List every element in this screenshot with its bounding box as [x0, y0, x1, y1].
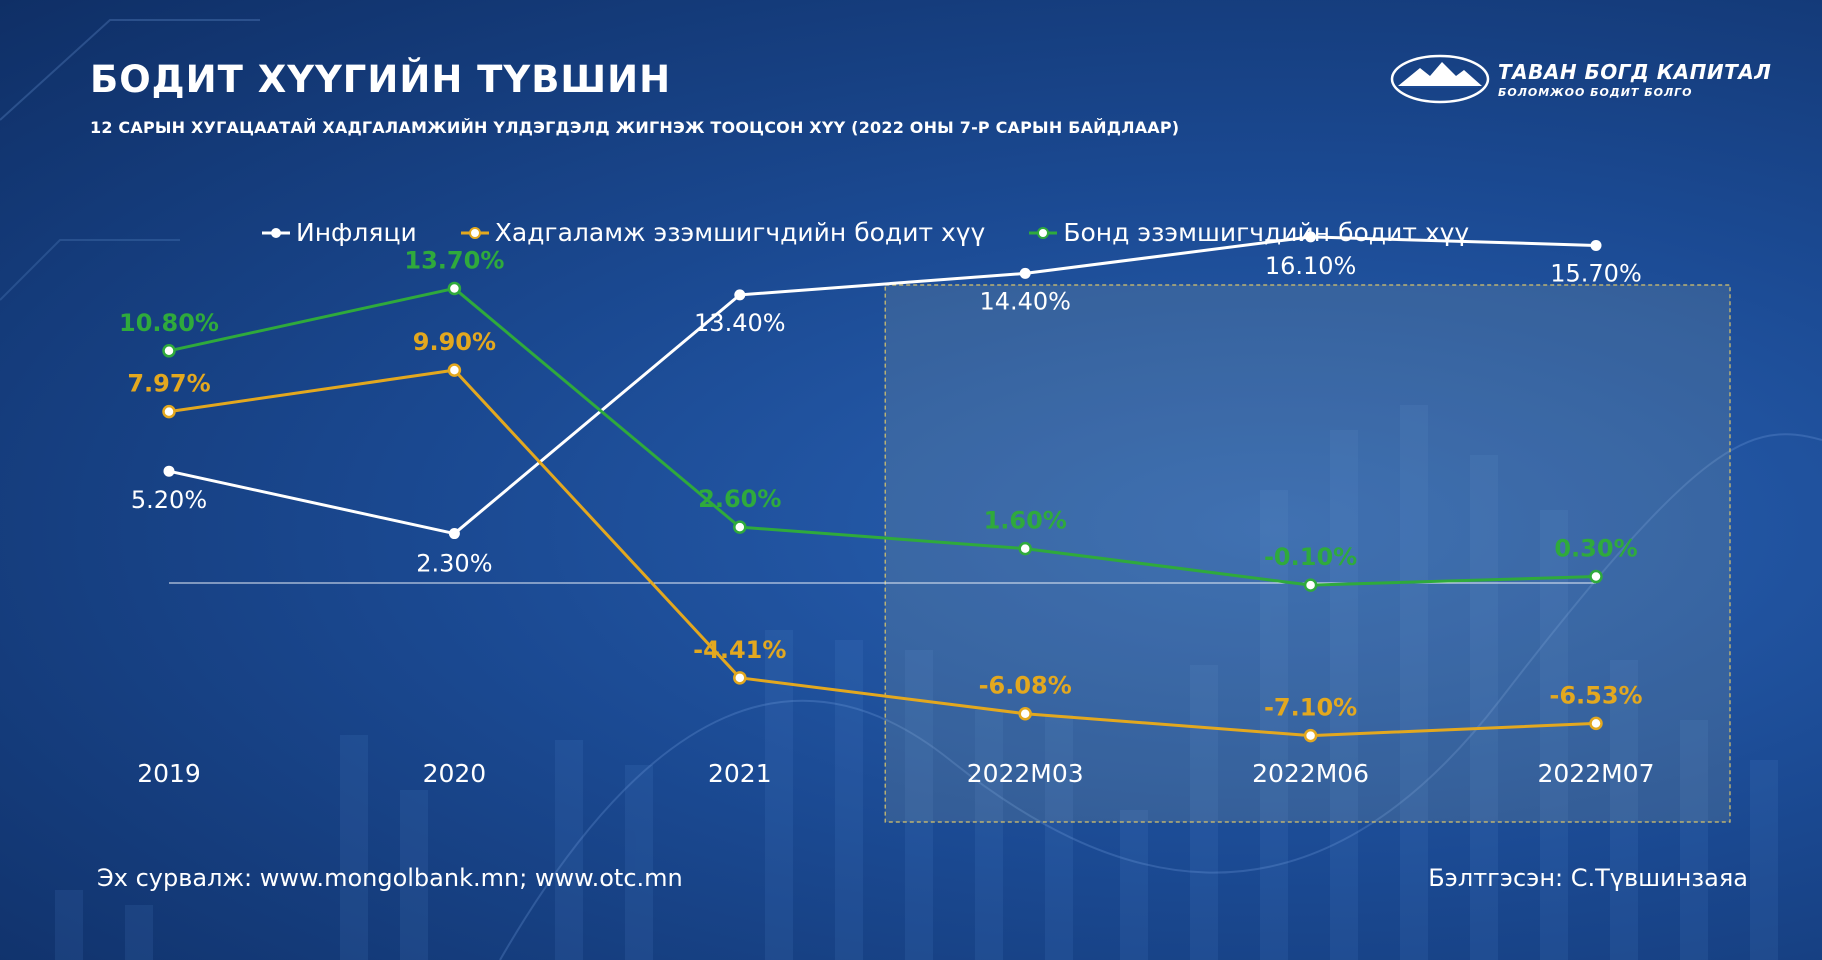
series-line-bond	[168, 286, 1597, 587]
x-tick-label: 2019	[137, 759, 201, 788]
data-label-bond: 2.60%	[698, 485, 781, 513]
data-label-bond: 13.70%	[404, 246, 504, 274]
data-point-inflation	[163, 465, 175, 477]
legend-marker-deposit-icon	[460, 226, 489, 239]
data-label-bond: 1.60%	[984, 507, 1067, 535]
data-label-deposit: 7.97%	[127, 370, 210, 398]
data-point-deposit	[733, 671, 747, 685]
legend-item-deposit: Хадгаламж эзэмшигчдийн бодит хүү	[460, 218, 986, 247]
data-point-inflation	[1019, 267, 1031, 279]
data-point-inflation	[1305, 231, 1317, 243]
legend-item-inflation: Инфляци	[262, 218, 417, 247]
data-point-deposit	[162, 404, 176, 419]
logo-slogan: БОЛОМЖОО БОДИТ БОЛГО	[1498, 85, 1693, 99]
series-line-deposit	[168, 368, 1597, 738]
data-label-deposit: -4.41%	[693, 636, 786, 664]
x-tick-label: 2020	[423, 759, 487, 788]
x-tick-label: 2021	[708, 759, 772, 788]
chart-legend: Инфляци Хадгаламж эзэмшигчдийн бодит хүү…	[262, 218, 1469, 247]
x-tick-label: 2022M03	[967, 759, 1084, 788]
series-line-inflation	[168, 235, 1597, 536]
source-note: Эх сурвалж: www.mongolbank.mn; www.otc.m…	[97, 864, 683, 892]
page-subtitle: 12 САРЫН ХУГАЦААТАЙ ХАДГАЛАМЖИЙН ҮЛДЭГДЭ…	[90, 118, 1180, 137]
data-point-deposit	[1589, 716, 1603, 731]
data-label-deposit: -6.08%	[979, 672, 1072, 700]
data-label-inflation: 14.40%	[979, 287, 1071, 315]
data-point-bond	[162, 344, 176, 358]
data-point-inflation	[448, 528, 460, 540]
x-tick-label: 2022M06	[1252, 759, 1369, 788]
data-point-bond	[1303, 578, 1318, 592]
data-label-deposit: 9.90%	[413, 328, 496, 356]
data-point-bond	[1018, 541, 1032, 556]
data-point-deposit	[1303, 728, 1318, 743]
legend-label-inflation: Инфляци	[296, 218, 417, 247]
x-tick-label: 2022M07	[1537, 759, 1654, 788]
data-point-bond	[1589, 569, 1603, 584]
data-point-inflation	[1590, 239, 1602, 251]
data-point-deposit	[1018, 706, 1032, 721]
data-label-bond: -0.10%	[1264, 543, 1357, 571]
mountain-logo-icon	[1390, 54, 1490, 104]
page-title: БОДИТ ХҮҮГИЙН ТҮВШИН	[90, 58, 672, 101]
data-label-inflation: 2.30%	[416, 550, 492, 578]
data-point-bond	[447, 281, 462, 296]
data-label-bond: 0.30%	[1554, 535, 1637, 563]
data-label-inflation: 13.40%	[694, 309, 786, 337]
data-label-deposit: -7.10%	[1264, 694, 1357, 722]
data-point-inflation	[734, 289, 746, 301]
data-label-bond: 10.80%	[119, 309, 219, 337]
author-note: Бэлтгэсэн: С.Түвшинзаяа	[1428, 864, 1748, 892]
data-label-inflation: 15.70%	[1550, 259, 1642, 287]
legend-label-deposit: Хадгаламж эзэмшигчдийн бодит хүү	[494, 218, 986, 247]
data-point-deposit	[447, 363, 462, 377]
legend-marker-inflation-icon	[262, 227, 290, 238]
data-label-inflation: 16.10%	[1265, 252, 1357, 280]
data-label-deposit: -6.53%	[1549, 681, 1642, 709]
logo-name: ТАВАН БОГД КАПИТАЛ	[1498, 59, 1772, 84]
data-label-inflation: 5.20%	[131, 486, 207, 514]
data-point-bond	[733, 520, 747, 534]
company-logo: ТАВАН БОГД КАПИТАЛ БОЛОМЖОО БОДИТ БОЛГО	[1390, 54, 1771, 104]
legend-marker-bond-icon	[1029, 226, 1058, 239]
